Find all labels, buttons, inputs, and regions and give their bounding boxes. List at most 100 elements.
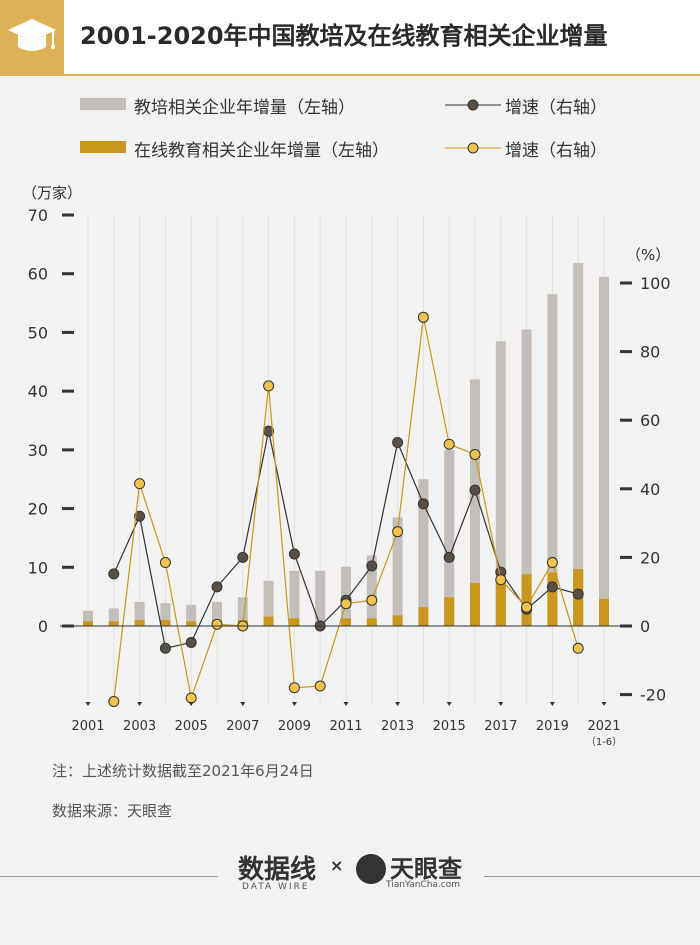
header-bar: 2001-2020年中国教培及在线教育相关企业增量 [0,0,700,74]
bar-2-2021 [599,598,609,626]
x-tick-mark-2021 [601,702,607,706]
growth-line-1 [113,431,579,650]
left-tick-label-60: 60 [28,265,48,284]
bar-2-2005 [186,621,197,626]
x-tick-sublabel: （1-6） [586,736,622,748]
growth-point-2-2005 [185,692,197,704]
header-divider [0,74,700,76]
legend-label-line2: 增速（右轴） [505,141,607,161]
growth-point-1-2016 [469,484,481,496]
growth-point-2-2018 [521,601,533,613]
x-tick-mark-2005 [188,702,194,706]
legend-swatch-line1 [445,99,501,111]
bar-1-2009 [289,570,300,626]
bar-2-2011 [341,618,351,626]
x-tick-label-2009: 2009 [278,719,311,734]
growth-point-2-2019 [546,557,558,569]
x-tick-label-2001: 2001 [71,719,104,734]
bar-2-2001 [83,621,93,626]
growth-point-1-2017 [495,566,507,578]
growth-point-1-2010 [314,620,326,632]
growth-point-2-2011 [340,598,352,610]
x-tick-label-2013: 2013 [381,719,414,734]
growth-point-1-2009 [288,548,300,560]
bar-1-2012 [366,555,377,626]
bar-1-2019 [547,294,558,626]
bar-2-2009 [289,618,300,626]
bar-1-2006 [212,601,222,626]
x-tick-label-2003: 2003 [123,719,156,734]
growth-point-1-2004 [159,642,171,654]
bar-2-2002 [108,621,119,626]
growth-point-1-2013 [392,436,404,448]
bar-1-2018 [521,329,532,626]
growth-point-1-2014 [417,498,429,510]
growth-point-1-2012 [366,560,378,572]
left-tick-label-0: 0 [38,617,48,636]
legend-swatch-bar1 [80,98,126,110]
growth-point-1-2002 [108,568,120,580]
right-tick-label-80: 80 [640,343,660,362]
growth-point-2-2004 [159,557,171,569]
x-tick-mark-2013 [395,702,401,706]
growth-point-1-2008 [263,425,275,437]
growth-point-2-2017 [495,574,507,586]
tianyancha-logo: 天眼查 [390,855,462,883]
growth-point-1-2003 [134,510,146,522]
growth-point-1-2018 [521,603,533,615]
footer-line-right [484,876,700,877]
left-tick-label-50: 50 [28,323,48,342]
left-tick-label-20: 20 [28,500,48,519]
bar-1-2013 [392,517,403,626]
right-tick-label-0: 0 [640,617,650,636]
tianyancha-logo-sub: TianYanCha.com [386,880,461,890]
right-tick-label-40: 40 [640,480,660,499]
x-tick-label-2019: 2019 [536,719,569,734]
growth-point-2-2020 [572,642,584,654]
legend-swatch-bar2 [80,141,126,153]
growth-point-1-2011 [340,594,352,606]
data-source: 数据来源：天眼查 [52,802,173,820]
bar-2-2020 [573,569,584,626]
page-title: 2001-2020年中国教培及在线教育相关企业增量 [80,22,608,50]
bar-1-2004 [160,603,171,626]
datawire-logo-sub: DATA WIRE [242,882,310,892]
growth-point-2-2002 [108,695,120,707]
tianyancha-logo-icon [356,854,386,884]
x-tick-mark-2007 [240,702,246,706]
bar-1-2010 [315,570,326,626]
legend-label-bar2: 在线教育相关企业年增量（左轴） [134,141,389,161]
bar-1-2021 [599,276,609,626]
bar-2-2017 [495,580,506,626]
growth-point-2-2009 [288,682,300,694]
growth-point-2-2013 [392,526,404,538]
bar-1-2002 [108,608,119,626]
growth-point-2-2007 [237,620,249,632]
bar-2-2012 [366,618,377,626]
bar-1-2017 [495,341,506,626]
x-tick-label-2007: 2007 [226,719,259,734]
bar-1-2003 [134,601,145,626]
growth-point-2-2008 [263,380,275,392]
footer-line-left [0,876,218,877]
bar-2-2019 [547,572,558,626]
x-tick-mark-2003 [137,702,143,706]
growth-line-2 [113,317,579,702]
x-tick-mark-2009 [291,702,297,706]
x-tick-label-2015: 2015 [433,719,466,734]
growth-point-1-2020 [572,588,584,600]
bar-1-2016 [470,379,480,626]
legend-label-line1: 增速（右轴） [505,98,607,118]
growth-point-2-2012 [366,594,378,606]
graduation-cap-icon [0,0,64,74]
growth-point-2-2015 [443,438,455,450]
footnote: 注：上述统计数据截至2021年6月24日 [52,762,314,780]
x-tick-label-2021: 2021 [587,719,620,734]
bar-2-2004 [160,620,171,626]
growth-point-2-2006 [211,618,223,630]
times-sign: × [330,856,344,875]
x-tick-label-2017: 2017 [484,719,517,734]
bar-2-2016 [470,583,480,626]
growth-point-2-2014 [417,311,429,323]
bar-2-2006 [212,620,222,626]
